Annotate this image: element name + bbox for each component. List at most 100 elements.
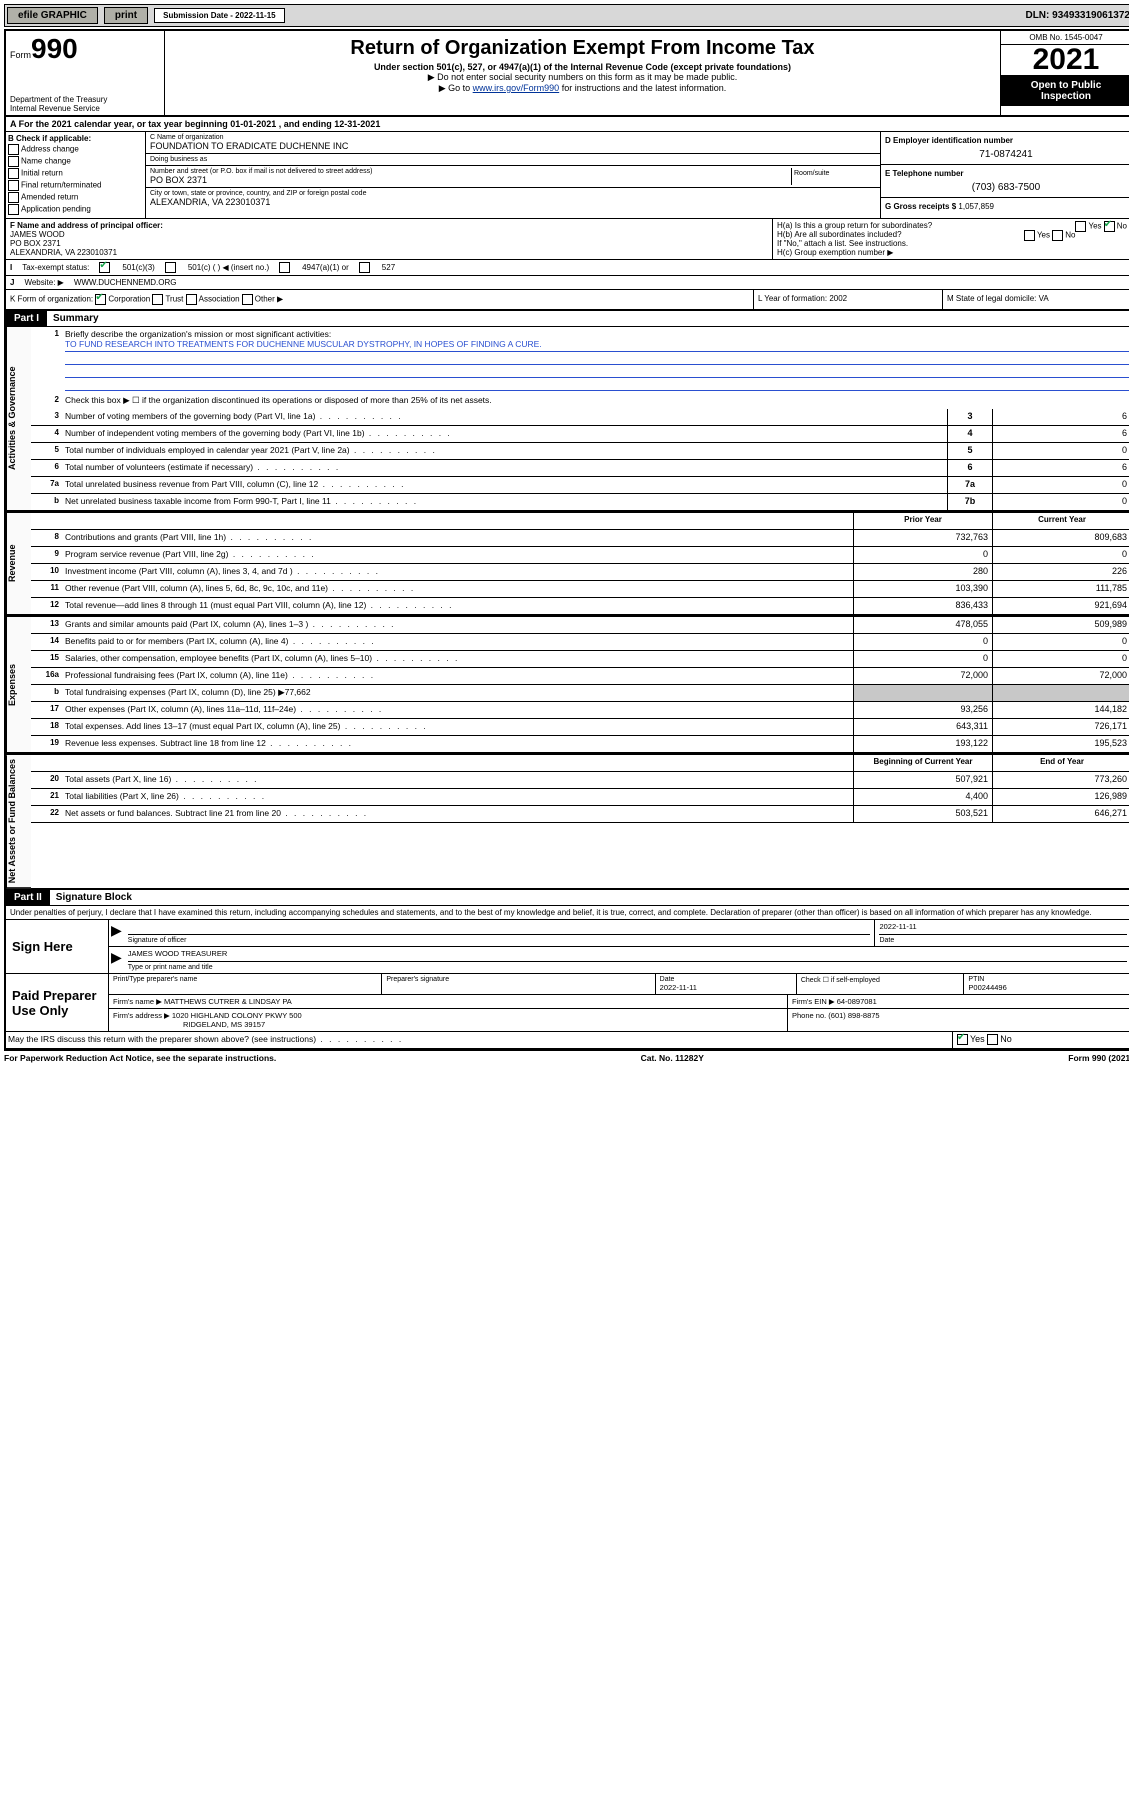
part2-header-row: Part II Signature Block — [6, 888, 1129, 906]
dln: DLN: 93493319061372 — [1025, 10, 1129, 21]
f-label: F Name and address of principal officer: — [10, 221, 768, 230]
prior-val: 0 — [853, 634, 992, 650]
i-label: Tax-exempt status: — [22, 263, 89, 272]
firm-ein-lbl: Firm's EIN ▶ — [792, 997, 835, 1006]
opt-other: Other ▶ — [255, 295, 283, 304]
opt-527: 527 — [382, 263, 395, 272]
yes-text2: Yes — [1037, 231, 1050, 240]
chk-final-return[interactable] — [8, 180, 19, 191]
g-gross-value: 1,057,859 — [958, 202, 994, 211]
hb-no[interactable] — [1052, 230, 1063, 241]
line-num: 22 — [31, 806, 63, 822]
line-text: Revenue less expenses. Subtract line 18 … — [63, 736, 853, 752]
col-c: C Name of organization FOUNDATION TO ERA… — [146, 132, 880, 218]
line-text: Total expenses. Add lines 13–17 (must eq… — [63, 719, 853, 735]
current-val: 726,171 — [992, 719, 1129, 735]
row-klm: K Form of organization: Corporation Trus… — [6, 290, 1129, 311]
prior-val: 72,000 — [853, 668, 992, 684]
sig-officer-lbl: Signature of officer — [128, 937, 187, 944]
chk-initial-return[interactable] — [8, 168, 19, 179]
line-val: 0 — [992, 477, 1129, 493]
line-num: 18 — [31, 719, 63, 735]
line-num: 10 — [31, 564, 63, 580]
chk-trust[interactable] — [152, 294, 163, 305]
hb-yes[interactable] — [1024, 230, 1035, 241]
instr-line-2: ▶ Go to www.irs.gov/Form990 for instruct… — [169, 83, 996, 94]
officer-sig-line — [128, 922, 871, 935]
line-text: Contributions and grants (Part VIII, lin… — [63, 530, 853, 546]
addr-value: PO BOX 2371 — [150, 175, 791, 185]
current-val: 0 — [992, 634, 1129, 650]
current-val: 226 — [992, 564, 1129, 580]
l1-label: Briefly describe the organization's miss… — [65, 329, 1129, 339]
line-key: 7b — [947, 494, 992, 510]
current-val: 195,523 — [992, 736, 1129, 752]
d-ein-label: D Employer identification number — [885, 136, 1127, 145]
g-gross-label: G Gross receipts $ — [885, 202, 956, 211]
line-key: 7a — [947, 477, 992, 493]
addr-label: Number and street (or P.O. box if mail i… — [150, 168, 791, 175]
chk-amended[interactable] — [8, 192, 19, 203]
prior-val: 280 — [853, 564, 992, 580]
current-val: 72,000 — [992, 668, 1129, 684]
prior-val: 643,311 — [853, 719, 992, 735]
lb-shade1 — [853, 685, 992, 701]
ha-yes[interactable] — [1075, 221, 1086, 232]
chk-501c[interactable] — [165, 262, 176, 273]
line-num: 8 — [31, 530, 63, 546]
line-key: 5 — [947, 443, 992, 459]
phone-lbl: Phone no. — [792, 1011, 826, 1020]
line-text: Total liabilities (Part X, line 26) — [63, 789, 853, 805]
dba-label: Doing business as — [150, 156, 876, 163]
form-word: Form — [10, 50, 31, 60]
line-val: 0 — [992, 494, 1129, 510]
chk-527[interactable] — [359, 262, 370, 273]
chk-app-pending[interactable] — [8, 204, 19, 215]
ha-no[interactable] — [1104, 221, 1115, 232]
firm-name-lbl: Firm's name ▶ — [113, 997, 162, 1006]
may-irs-no[interactable] — [987, 1034, 998, 1045]
irs-link[interactable]: www.irs.gov/Form990 — [473, 83, 560, 93]
print-button[interactable]: print — [104, 7, 148, 24]
chk-address-change[interactable] — [8, 144, 19, 155]
current-val: 0 — [992, 547, 1129, 563]
line-key: 4 — [947, 426, 992, 442]
part1-header-row: Part I Summary — [6, 311, 1129, 327]
no-text3: No — [1000, 1034, 1012, 1044]
ha-label: H(a) Is this a group return for subordin… — [777, 221, 932, 230]
prior-val: 507,921 — [853, 772, 992, 788]
line-val: 6 — [992, 409, 1129, 425]
line-text: Total unrelated business revenue from Pa… — [63, 477, 947, 493]
sig-declaration: Under penalties of perjury, I declare th… — [6, 906, 1129, 920]
chk-corp[interactable] — [95, 294, 106, 305]
mission-text: TO FUND RESEARCH INTO TREATMENTS FOR DUC… — [65, 339, 1129, 352]
prior-val: 503,521 — [853, 806, 992, 822]
org-name: FOUNDATION TO ERADICATE DUCHENNE INC — [150, 141, 876, 151]
line-num: 6 — [31, 460, 63, 476]
chk-assoc[interactable] — [186, 294, 197, 305]
may-irs-yes[interactable] — [957, 1034, 968, 1045]
chk-name-change[interactable] — [8, 156, 19, 167]
chk-4947[interactable] — [279, 262, 290, 273]
chk-501c3[interactable] — [99, 262, 110, 273]
opt-assoc: Association — [199, 295, 240, 304]
col-b: B Check if applicable: Address change Na… — [6, 132, 146, 218]
summary-rev: Revenue Prior Year Current Year 8 Contri… — [6, 511, 1129, 615]
date-lbl: Date — [879, 937, 894, 944]
row-i: I Tax-exempt status: 501(c)(3) 501(c) ( … — [6, 260, 1129, 276]
opt-app-pending: Application pending — [21, 205, 91, 214]
summary-net: Net Assets or Fund Balances Beginning of… — [6, 753, 1129, 888]
col-end: End of Year — [992, 755, 1129, 771]
line-num: 11 — [31, 581, 63, 597]
paid-preparer-row: Paid Preparer Use Only Print/Type prepar… — [6, 974, 1129, 1032]
line-num: b — [31, 494, 63, 510]
line-text: Program service revenue (Part VIII, line… — [63, 547, 853, 563]
sign-here-row: Sign Here ▶ Signature of officer 2022-11… — [6, 920, 1129, 974]
chk-other[interactable] — [242, 294, 253, 305]
current-val: 646,271 — [992, 806, 1129, 822]
line-text: Other expenses (Part IX, column (A), lin… — [63, 702, 853, 718]
row-j: J Website: ▶ WWW.DUCHENNEMD.ORG — [6, 276, 1129, 290]
arrow-icon-2: ▶ — [109, 947, 124, 973]
m-label: M State of legal domicile: — [947, 294, 1036, 303]
tab-expenses: Expenses — [6, 617, 31, 753]
